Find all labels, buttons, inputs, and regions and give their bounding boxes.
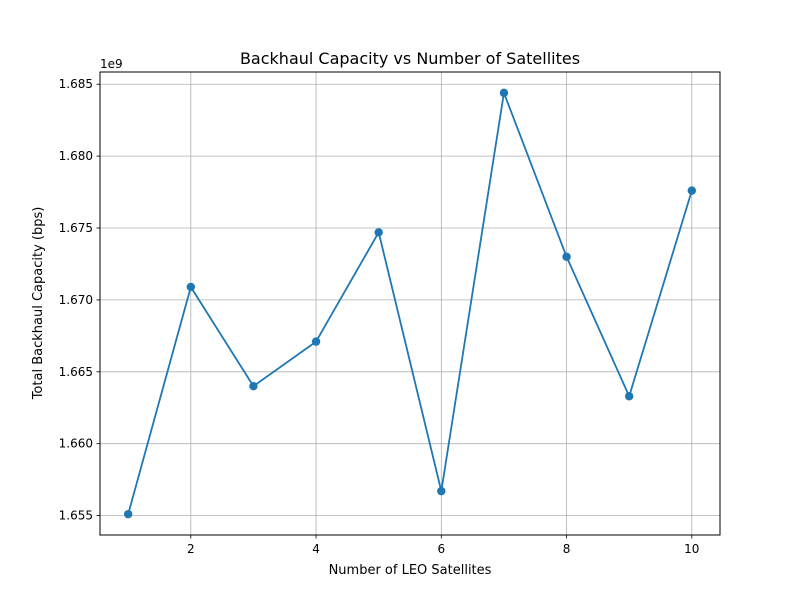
y-tick-label: 1.685 — [59, 77, 93, 91]
data-point — [499, 88, 509, 98]
x-tick-label: 4 — [312, 542, 320, 556]
x-tick-label: 8 — [563, 542, 571, 556]
data-point — [687, 186, 697, 195]
y-axis-label: Total Backhaul Capacity (bps) — [31, 207, 46, 401]
x-axis-label: Number of LEO Satellites — [329, 563, 492, 578]
y-tick-label: 1.665 — [59, 365, 93, 379]
data-point — [123, 509, 133, 519]
data-point — [624, 392, 634, 401]
data-point — [186, 282, 196, 292]
y-tick-label: 1.680 — [59, 149, 93, 163]
y-tick-label: 1.660 — [59, 437, 93, 451]
y-tick-label: 1.670 — [59, 293, 93, 307]
y-tick-label: 1.675 — [59, 221, 93, 235]
plot-frame — [99, 71, 721, 536]
series-line — [127, 91, 693, 515]
data-point — [311, 337, 321, 346]
tick-layer: 2 4 6 8 10 1.655 1.660 1.665 1.670 1.675 1.680 1.68… — [59, 77, 700, 556]
x-tick-label: 2 — [187, 542, 195, 556]
chart-title: Backhaul Capacity vs Number of Satellite… — [240, 49, 580, 68]
data-point — [374, 228, 383, 237]
y-tick-label: 1.655 — [59, 509, 93, 523]
data-point — [437, 486, 446, 496]
series-layer — [123, 88, 697, 519]
data-point — [562, 252, 571, 261]
data-point — [249, 381, 258, 391]
y-offset-label: 1e9 — [100, 57, 123, 71]
x-tick-label: 10 — [684, 542, 699, 556]
x-tick-label: 6 — [437, 542, 445, 556]
grid — [100, 72, 720, 535]
